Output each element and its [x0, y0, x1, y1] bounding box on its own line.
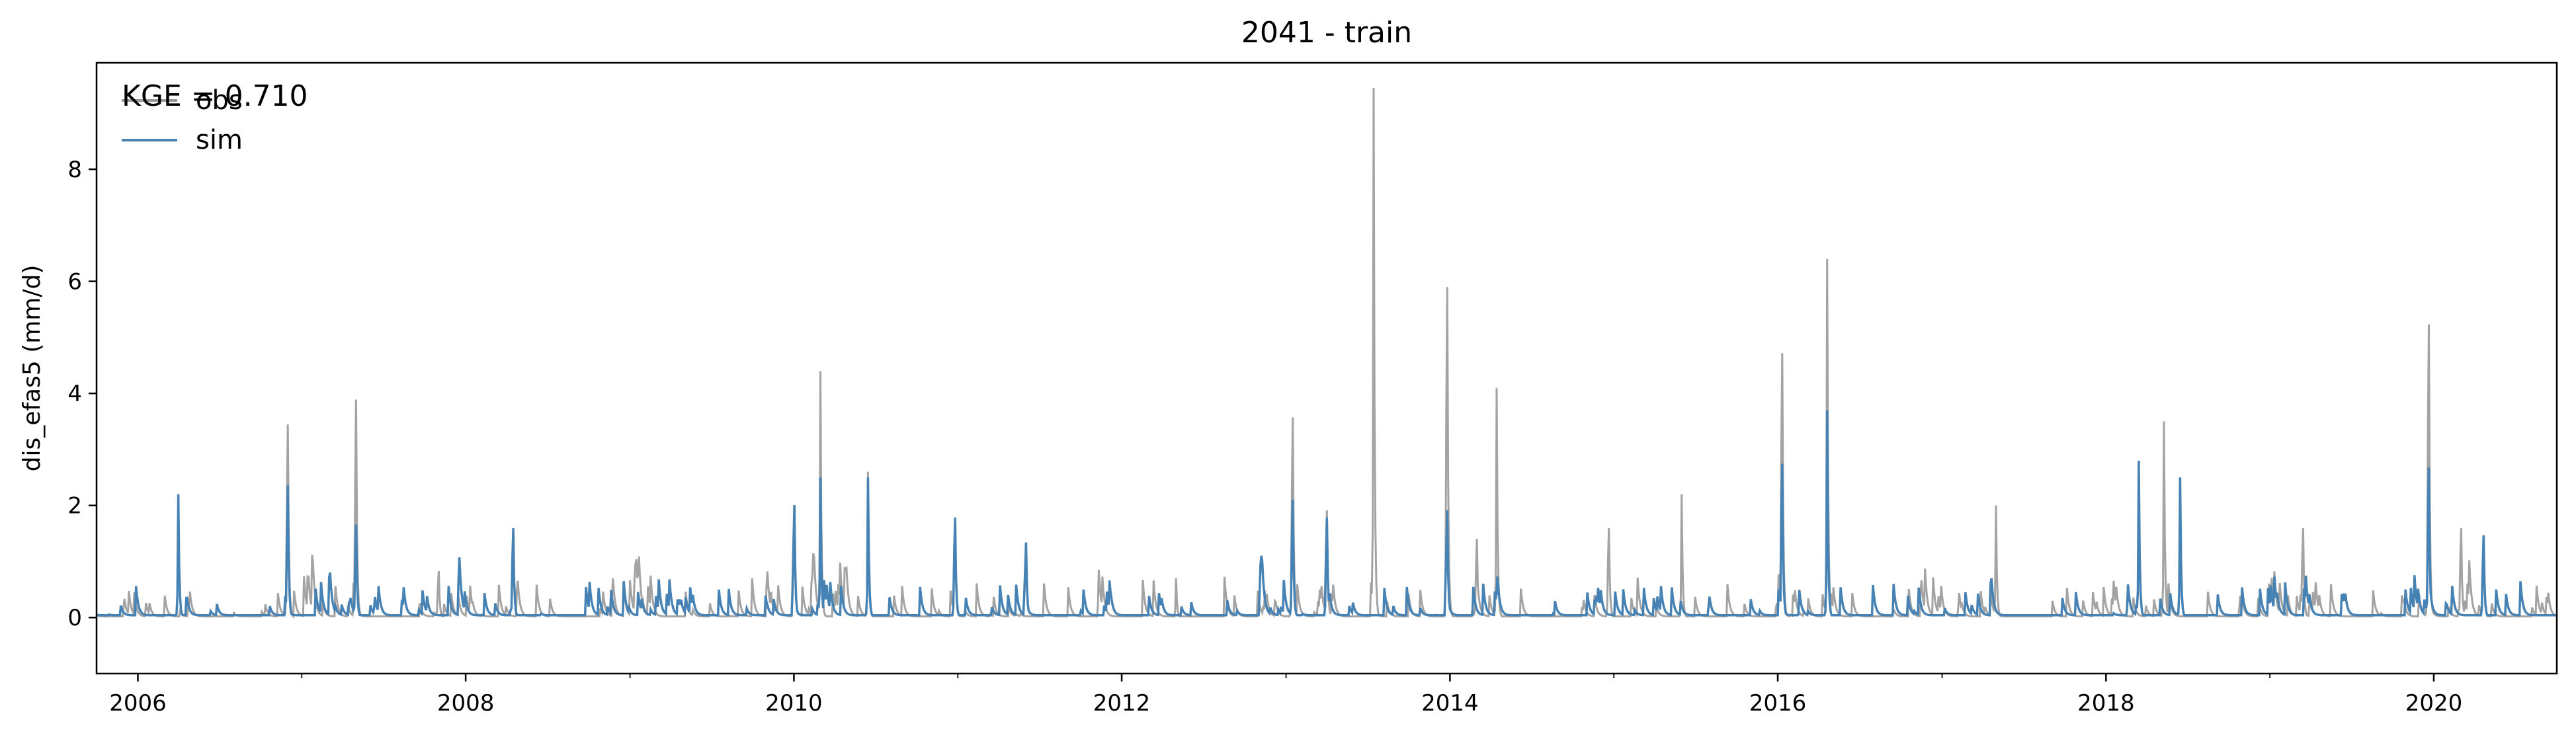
- x-tick-label: 2014: [1421, 690, 1479, 717]
- y-tick-label: 0: [67, 605, 82, 631]
- x-tick-label: 2016: [1749, 690, 1807, 717]
- legend-sim-label: sim: [196, 125, 243, 155]
- kge-annotation: KGE = 0.710: [122, 79, 308, 113]
- x-tick-label: 2010: [765, 690, 823, 717]
- y-axis: 0 2 4 6 8: [67, 157, 97, 631]
- chart-title: 2041 - train: [1241, 16, 1412, 50]
- sim-series: [96, 410, 2557, 617]
- x-axis: 2006 2008 2010 2012 2014 2016 2018 2020: [109, 674, 2462, 717]
- x-tick-label: 2012: [1093, 690, 1151, 717]
- x-tick-label: 2006: [109, 690, 167, 717]
- y-tick-label: 8: [67, 157, 82, 183]
- plot-frame: [95, 61, 2558, 675]
- y-tick-label: 4: [67, 381, 82, 407]
- y-tick-label: 6: [67, 269, 82, 295]
- legend: obs sim: [122, 85, 243, 155]
- x-tick-label: 2020: [2405, 690, 2463, 717]
- x-tick-label: 2008: [437, 690, 495, 717]
- x-tick-label: 2018: [2077, 690, 2135, 717]
- y-tick-label: 2: [67, 493, 82, 520]
- sim-line: [96, 410, 2557, 617]
- legend-obs-label: obs: [196, 85, 243, 116]
- y-axis-label: dis_efas5 (mm/d): [19, 265, 46, 472]
